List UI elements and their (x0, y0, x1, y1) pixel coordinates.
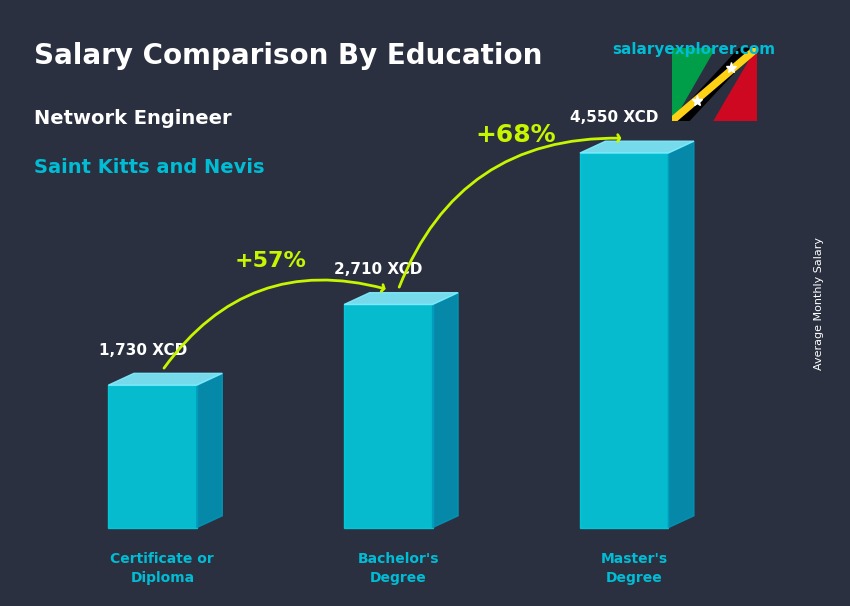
Polygon shape (344, 293, 458, 304)
Polygon shape (672, 48, 756, 121)
Polygon shape (580, 141, 694, 153)
Bar (580, 153, 668, 528)
Text: Master's
Degree: Master's Degree (600, 552, 667, 585)
Polygon shape (196, 373, 223, 528)
Text: Salary Comparison By Education: Salary Comparison By Education (34, 42, 542, 70)
Polygon shape (433, 293, 458, 528)
Text: Certificate or
Diploma: Certificate or Diploma (110, 552, 214, 585)
Polygon shape (714, 48, 756, 121)
Text: Network Engineer: Network Engineer (34, 109, 231, 128)
Text: Saint Kitts and Nevis: Saint Kitts and Nevis (34, 158, 264, 176)
Text: Bachelor's
Degree: Bachelor's Degree (357, 552, 439, 585)
Text: salaryexplorer.com: salaryexplorer.com (612, 42, 775, 58)
Polygon shape (108, 373, 223, 385)
Text: +57%: +57% (235, 251, 306, 271)
Text: 4,550 XCD: 4,550 XCD (570, 110, 659, 125)
Bar (108, 385, 196, 528)
Polygon shape (672, 48, 714, 121)
Text: Average Monthly Salary: Average Monthly Salary (814, 236, 824, 370)
Polygon shape (668, 141, 694, 528)
Text: 1,730 XCD: 1,730 XCD (99, 342, 187, 358)
Bar (344, 304, 433, 528)
Text: 2,710 XCD: 2,710 XCD (334, 262, 422, 277)
Text: +68%: +68% (476, 123, 557, 147)
